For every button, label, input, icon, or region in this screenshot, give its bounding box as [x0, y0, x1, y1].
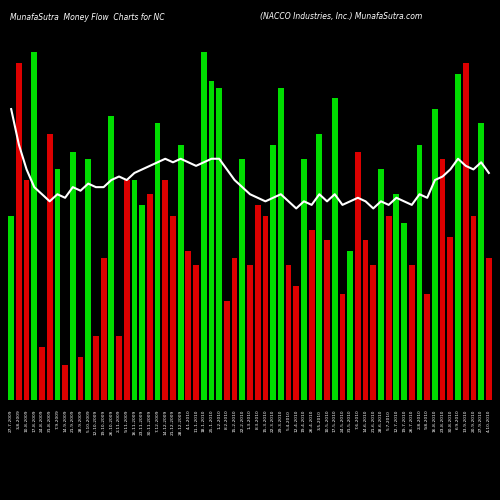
Bar	[132, 180, 138, 400]
Bar	[78, 358, 84, 400]
Bar	[62, 364, 68, 400]
Bar	[294, 286, 299, 400]
Bar	[432, 109, 438, 400]
Bar	[324, 240, 330, 400]
Bar	[86, 159, 91, 400]
Bar	[108, 116, 114, 400]
Bar	[216, 88, 222, 400]
Bar	[162, 180, 168, 400]
Bar	[278, 88, 283, 400]
Bar	[93, 336, 99, 400]
Bar	[170, 216, 176, 400]
Bar	[201, 52, 206, 400]
Bar	[47, 134, 52, 400]
Bar	[124, 180, 130, 400]
Bar	[147, 194, 152, 400]
Bar	[39, 347, 45, 400]
Bar	[8, 216, 14, 400]
Bar	[24, 180, 30, 400]
Bar	[424, 294, 430, 400]
Bar	[301, 159, 307, 400]
Bar	[262, 216, 268, 400]
Bar	[16, 63, 22, 400]
Bar	[401, 222, 407, 400]
Bar	[193, 265, 199, 400]
Bar	[208, 80, 214, 400]
Bar	[186, 251, 192, 400]
Bar	[470, 216, 476, 400]
Bar	[463, 63, 468, 400]
Bar	[348, 251, 353, 400]
Bar	[355, 152, 361, 400]
Bar	[286, 265, 292, 400]
Bar	[224, 300, 230, 400]
Bar	[240, 159, 245, 400]
Bar	[308, 230, 314, 400]
Bar	[54, 170, 60, 400]
Bar	[386, 216, 392, 400]
Bar	[247, 265, 253, 400]
Bar	[455, 74, 461, 400]
Bar	[332, 98, 338, 400]
Bar	[394, 194, 400, 400]
Bar	[416, 144, 422, 400]
Bar	[486, 258, 492, 400]
Bar	[362, 240, 368, 400]
Bar	[32, 52, 37, 400]
Bar	[370, 265, 376, 400]
Bar	[139, 205, 145, 400]
Bar	[316, 134, 322, 400]
Bar	[409, 265, 414, 400]
Bar	[378, 170, 384, 400]
Bar	[116, 336, 122, 400]
Bar	[478, 124, 484, 400]
Bar	[440, 159, 446, 400]
Bar	[100, 258, 106, 400]
Text: MunafaSutra  Money Flow  Charts for NC: MunafaSutra Money Flow Charts for NC	[10, 12, 164, 22]
Bar	[255, 205, 260, 400]
Bar	[178, 144, 184, 400]
Bar	[70, 152, 75, 400]
Text: (NACCO Industries, Inc.) MunafaSutra.com: (NACCO Industries, Inc.) MunafaSutra.com	[260, 12, 422, 22]
Bar	[154, 124, 160, 400]
Bar	[340, 294, 345, 400]
Bar	[270, 144, 276, 400]
Bar	[232, 258, 237, 400]
Bar	[448, 237, 453, 400]
